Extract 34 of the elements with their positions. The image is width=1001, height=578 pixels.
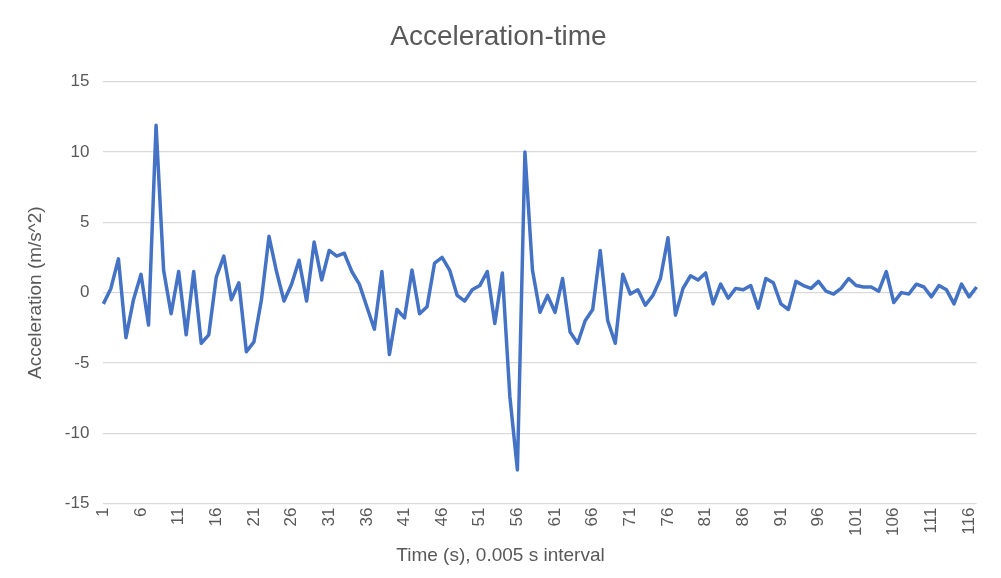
x-tick-label: 86 xyxy=(732,507,752,527)
x-tick-label: 26 xyxy=(281,507,301,527)
y-tick-label: 15 xyxy=(70,71,90,91)
y-tick-label: 10 xyxy=(70,141,90,161)
x-tick-label: 31 xyxy=(318,507,338,527)
x-tick-label: 51 xyxy=(469,507,489,527)
x-tick-label: 101 xyxy=(845,507,865,537)
x-axis-title: Time (s), 0.005 s interval xyxy=(395,544,606,566)
y-tick-label: -5 xyxy=(74,352,90,372)
x-tick-label: 111 xyxy=(921,507,941,534)
y-tick-label: -15 xyxy=(64,493,90,513)
y-tick-label: 5 xyxy=(79,211,90,231)
x-tick-label: 81 xyxy=(695,507,715,527)
x-tick-label: 96 xyxy=(808,507,828,527)
x-tick-label: 21 xyxy=(243,507,263,527)
x-tick-label: 46 xyxy=(431,507,451,527)
x-tick-label: 116 xyxy=(958,507,978,535)
x-tick-label: 56 xyxy=(507,507,527,527)
x-tick-label: 16 xyxy=(205,507,225,527)
x-tick-label: 36 xyxy=(356,507,376,527)
x-tick-label: 106 xyxy=(883,507,903,537)
x-tick-label: 91 xyxy=(770,507,790,527)
x-tick-label: 6 xyxy=(130,507,150,518)
chart-title: Acceleration-time xyxy=(390,19,607,51)
x-tick-label: 71 xyxy=(620,507,640,527)
x-tick-label: 76 xyxy=(657,507,677,527)
x-tick-label: 41 xyxy=(394,507,414,527)
y-axis-title: Acceleration (m/s^2) xyxy=(23,206,45,379)
x-tick-label: 11 xyxy=(168,507,188,526)
y-tick-label: 0 xyxy=(79,282,90,302)
x-tick-label: 66 xyxy=(582,507,602,527)
y-tick-label: -10 xyxy=(64,422,90,442)
x-tick-label: 1 xyxy=(93,507,113,518)
x-tick-label: 61 xyxy=(544,507,564,527)
